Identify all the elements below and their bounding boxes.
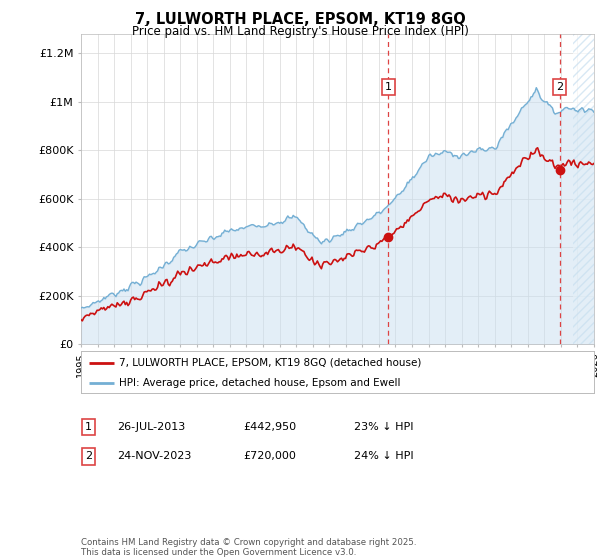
Text: 26-JUL-2013: 26-JUL-2013	[117, 422, 185, 432]
Text: Price paid vs. HM Land Registry's House Price Index (HPI): Price paid vs. HM Land Registry's House …	[131, 25, 469, 38]
Text: 24-NOV-2023: 24-NOV-2023	[117, 451, 191, 461]
Text: 24% ↓ HPI: 24% ↓ HPI	[354, 451, 413, 461]
Text: HPI: Average price, detached house, Epsom and Ewell: HPI: Average price, detached house, Epso…	[119, 378, 401, 388]
Text: 2: 2	[85, 451, 92, 461]
Text: 1: 1	[385, 82, 392, 92]
Text: 7, LULWORTH PLACE, EPSOM, KT19 8GQ: 7, LULWORTH PLACE, EPSOM, KT19 8GQ	[134, 12, 466, 27]
Text: 2: 2	[556, 82, 563, 92]
Text: Contains HM Land Registry data © Crown copyright and database right 2025.
This d: Contains HM Land Registry data © Crown c…	[81, 538, 416, 557]
Text: 23% ↓ HPI: 23% ↓ HPI	[354, 422, 413, 432]
Text: £720,000: £720,000	[243, 451, 296, 461]
Text: £442,950: £442,950	[243, 422, 296, 432]
Text: 1: 1	[85, 422, 92, 432]
Text: 7, LULWORTH PLACE, EPSOM, KT19 8GQ (detached house): 7, LULWORTH PLACE, EPSOM, KT19 8GQ (deta…	[119, 358, 422, 368]
